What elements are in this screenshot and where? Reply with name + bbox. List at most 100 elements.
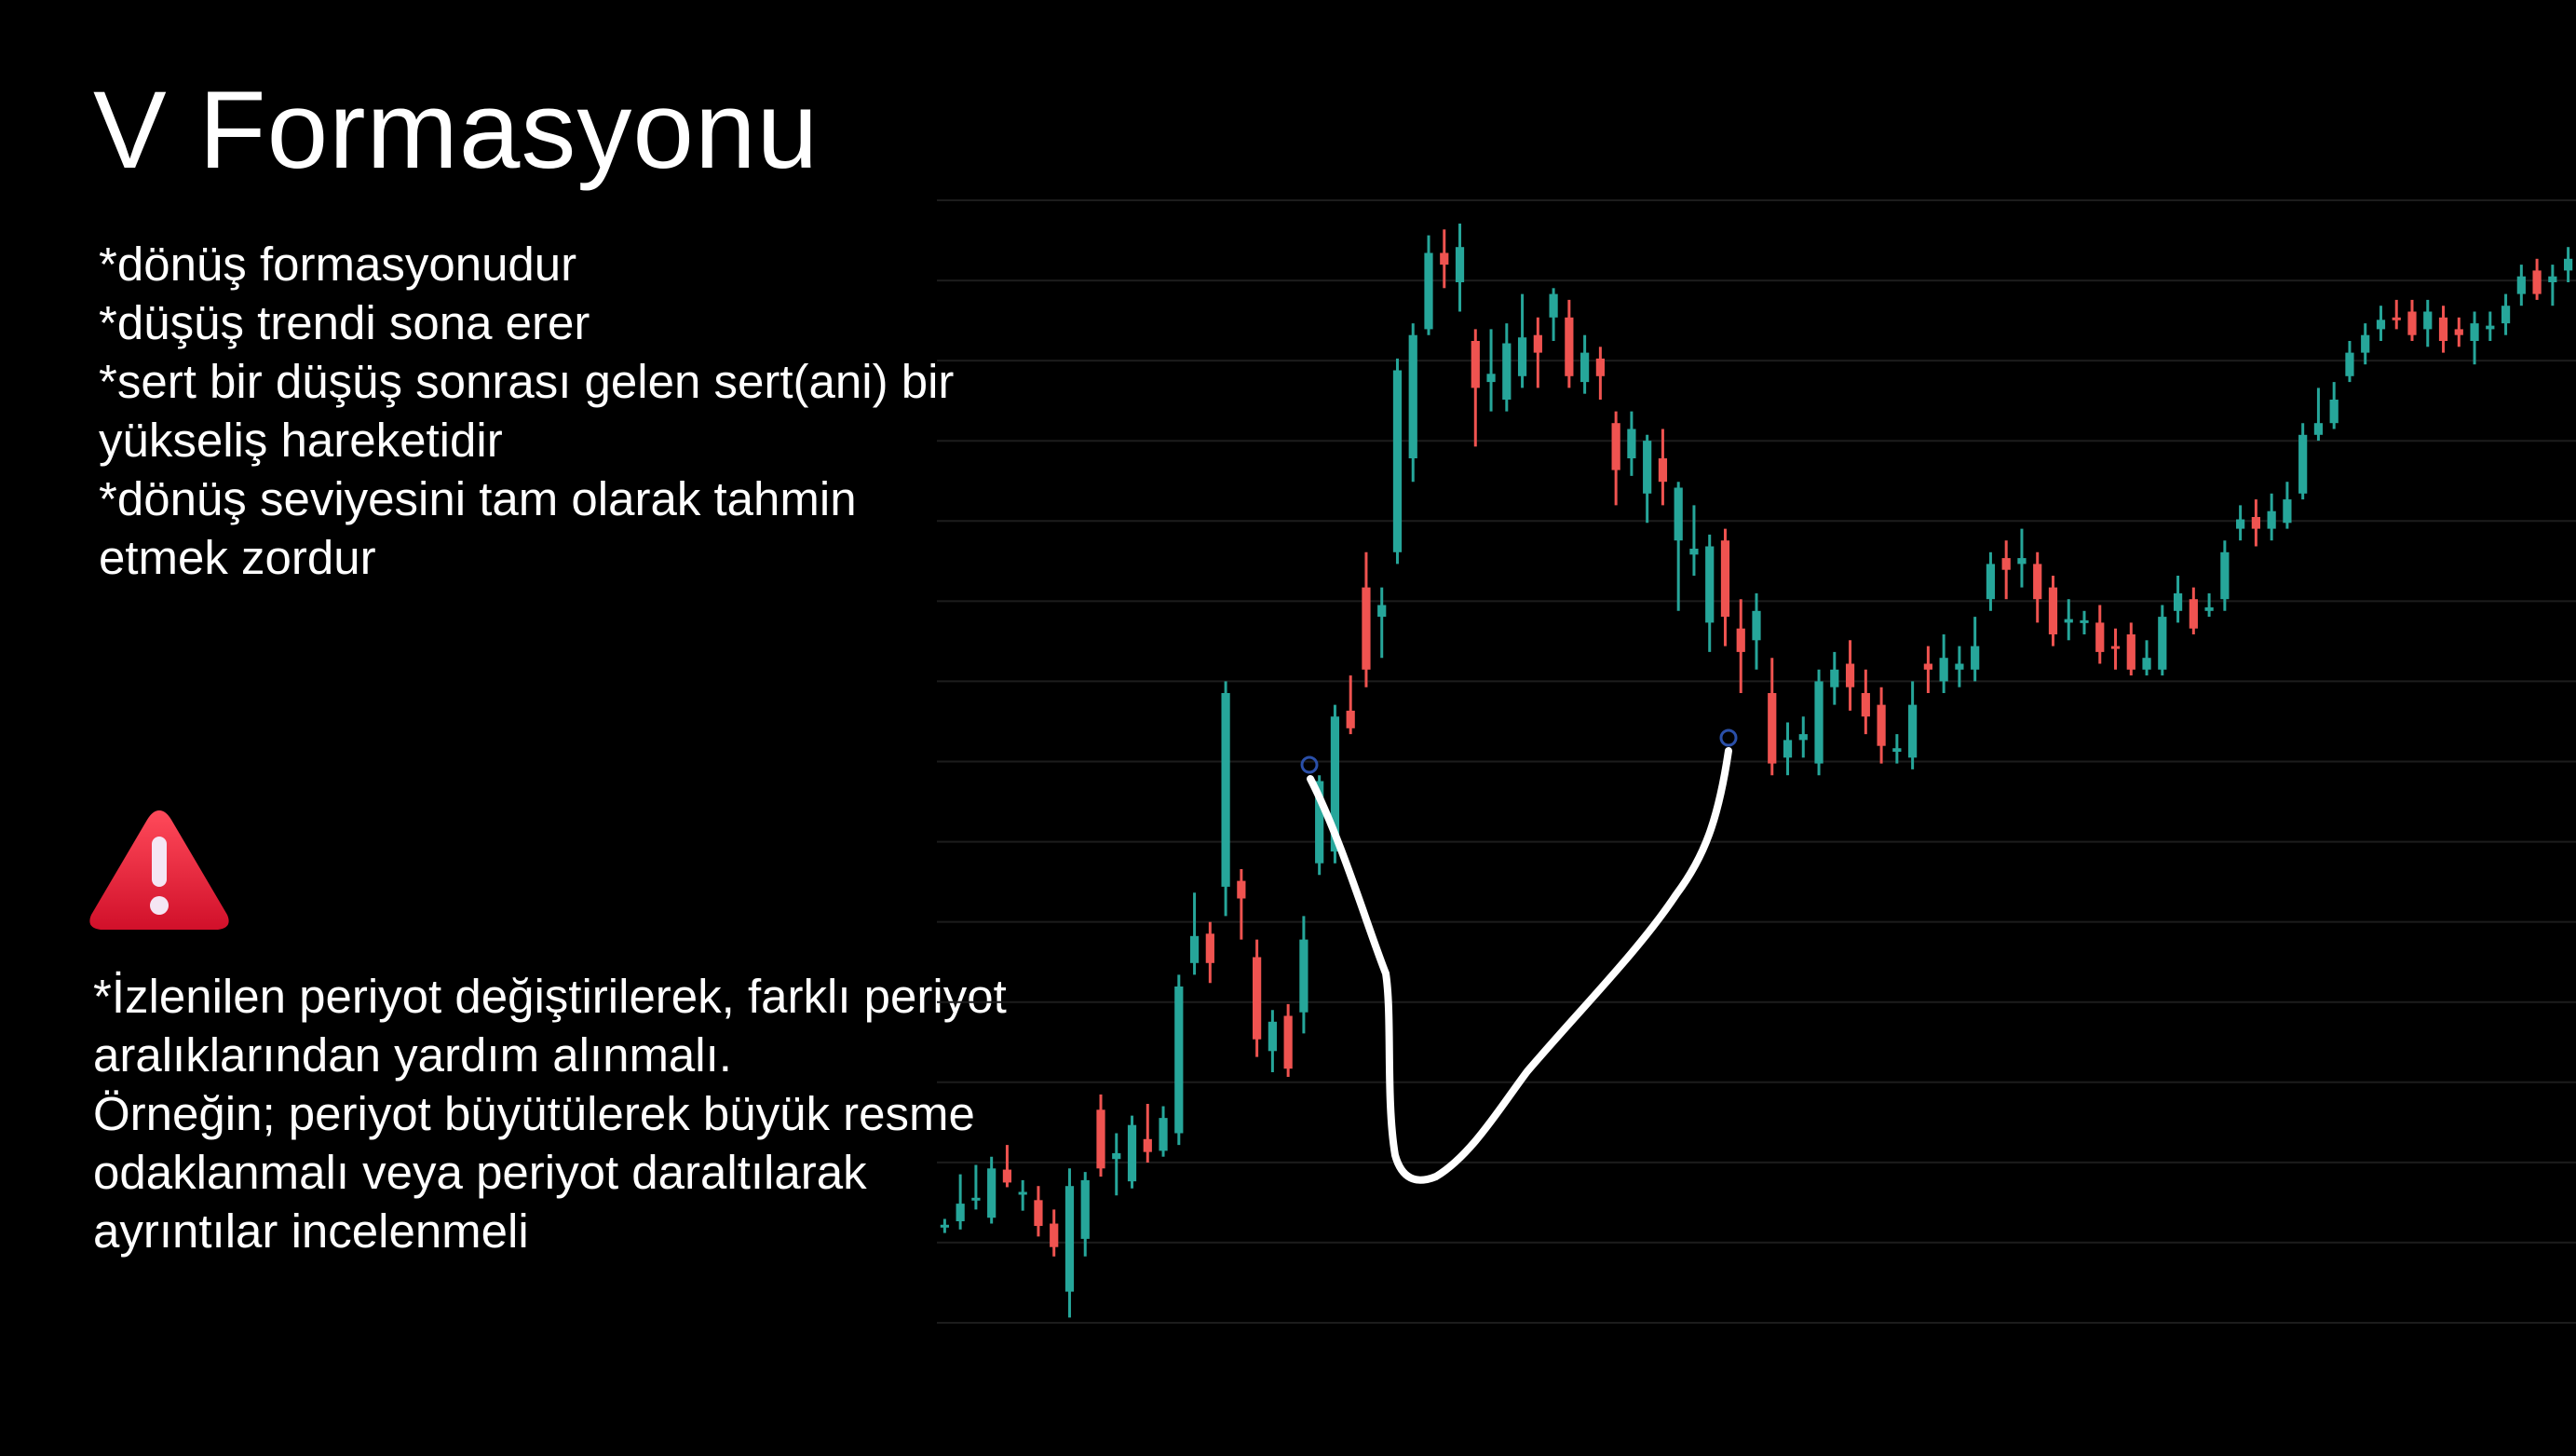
candle — [1845, 640, 1855, 711]
candle-body — [2267, 510, 2276, 529]
candle — [1565, 299, 1574, 388]
candle — [1627, 411, 1636, 476]
candle-body — [1408, 334, 1417, 458]
candle — [2438, 306, 2448, 353]
candle — [1205, 921, 1214, 984]
note-block: *İzlenilen periyot değiştirilerek, farkl… — [93, 967, 1099, 1260]
note-line: odaklanmalı veya periyot daraltılarak — [93, 1146, 867, 1199]
candle-body — [2080, 619, 2089, 623]
candle — [1643, 434, 1652, 524]
candle-body — [2189, 599, 2198, 629]
candle — [1237, 869, 1246, 940]
candle-body — [1189, 935, 1200, 963]
candle — [2064, 599, 2073, 641]
candle — [1533, 317, 1542, 388]
annotation-handle[interactable] — [1300, 755, 1319, 774]
candle-body — [1330, 716, 1340, 852]
candle-body — [2251, 517, 2260, 529]
candle-body — [1050, 1223, 1059, 1247]
candle-body — [2313, 423, 2324, 435]
candle — [2564, 247, 2573, 282]
warning-triangle-icon — [89, 810, 229, 930]
candle-body — [1237, 880, 1246, 899]
candle-body — [1705, 546, 1715, 623]
candle — [1080, 1172, 1090, 1257]
candle — [1486, 329, 1496, 412]
candle-body — [1127, 1124, 1137, 1182]
candle-body — [2501, 306, 2511, 324]
candle-body — [1455, 247, 1465, 282]
candle-body — [1736, 628, 1745, 652]
candle-body — [1814, 681, 1824, 764]
bullet-line: yükseliş hareketidir — [99, 414, 503, 467]
candle — [2220, 540, 2230, 611]
candle — [1720, 528, 1730, 646]
candle — [1517, 293, 1527, 388]
candle — [1814, 669, 1824, 776]
candle-body — [1440, 252, 1449, 265]
candle — [1112, 1133, 1121, 1196]
candle — [2376, 306, 2386, 341]
candle-body — [1253, 957, 1262, 1040]
candle-body — [1533, 334, 1542, 353]
candle-body — [2001, 558, 2011, 570]
candle-body — [2220, 551, 2230, 600]
candle-body — [1034, 1200, 1043, 1227]
candle — [2158, 605, 2167, 676]
candle — [1050, 1209, 1059, 1257]
candle-body — [1205, 933, 1214, 963]
candle — [2080, 610, 2089, 634]
candle-body — [2564, 258, 2573, 271]
candle — [1299, 916, 1308, 1034]
candle — [971, 1164, 981, 1210]
candle — [1159, 1106, 1168, 1157]
candle-body — [2532, 270, 2542, 294]
candle — [1377, 587, 1387, 659]
candle-body — [1783, 740, 1793, 758]
candle-body — [956, 1204, 965, 1221]
candle — [1736, 599, 1745, 693]
candle — [2423, 299, 2433, 347]
candle-body — [1517, 337, 1527, 376]
candle — [1830, 651, 1839, 705]
candle-body — [2158, 617, 2167, 670]
note-line: Örneğin; periyot büyütülerek büyük resme — [93, 1087, 975, 1140]
candle — [2267, 493, 2276, 541]
candle-body — [2142, 658, 2151, 670]
candle — [2329, 382, 2339, 429]
candle — [1549, 288, 1558, 341]
candle — [1018, 1179, 1027, 1211]
candle-body — [1674, 487, 1683, 541]
candle — [1408, 323, 1417, 483]
candle — [2048, 576, 2058, 646]
candle — [1674, 482, 1683, 611]
candle-body — [2298, 434, 2308, 494]
candle-body — [971, 1197, 981, 1201]
candle-body — [1471, 341, 1480, 388]
candle-body — [2064, 619, 2073, 623]
candle — [2392, 299, 2401, 330]
candle — [2033, 551, 2042, 623]
v-annotation-line — [1307, 747, 1732, 1184]
candle-body — [1923, 663, 1932, 670]
candle-body — [1174, 987, 1184, 1134]
candle — [2095, 605, 2105, 664]
candle-body — [2454, 329, 2463, 335]
candle — [1471, 329, 1480, 447]
candle — [1877, 687, 1886, 764]
candle-body — [1939, 658, 1948, 682]
candle — [1689, 505, 1699, 576]
candle-body — [1002, 1169, 1012, 1183]
candle — [2283, 482, 2292, 529]
candle — [1783, 722, 1793, 776]
annotation-handle[interactable] — [1719, 728, 1738, 747]
candle-body — [1565, 317, 1574, 376]
candle — [1127, 1115, 1137, 1189]
candle — [1939, 634, 1948, 693]
candle-body — [1486, 374, 1496, 383]
candle-body — [2361, 334, 2370, 353]
candle-body — [2110, 646, 2121, 649]
candle-body — [2236, 519, 2245, 529]
candle — [2142, 640, 2151, 676]
